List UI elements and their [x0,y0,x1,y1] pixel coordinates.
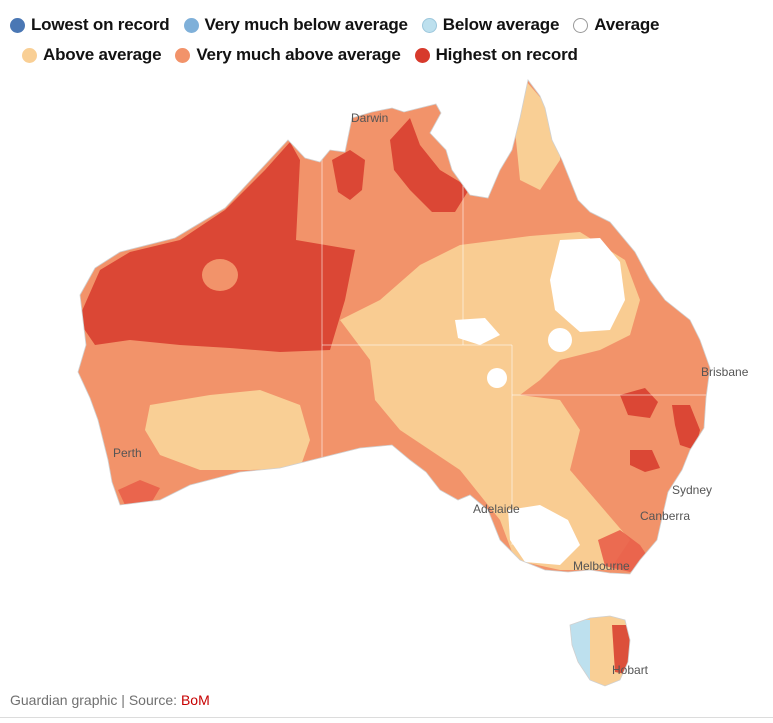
legend-swatch-average [573,17,589,33]
city-label-hobart: Hobart [612,663,649,677]
legend-swatch-lowest [10,17,25,33]
region-highest-kimberley-pilbara [78,142,355,352]
map-legend: Lowest on record Very much below average… [10,10,770,70]
region-highest-top-end [332,150,365,200]
region-highest-southwest-coast [118,480,160,505]
city-label-darwin: Darwin [351,111,388,125]
legend-label: Lowest on record [31,15,170,34]
legend-row-2: Above average Very much above average Hi… [10,40,770,70]
city-label-sydney: Sydney [672,483,712,497]
city-label-melbourne: Melbourne [573,559,630,573]
state-borders [321,120,706,545]
tasmania-coastline [569,615,631,687]
legend-swatch-below [421,17,437,33]
legend-swatch-highest [414,47,430,63]
tasmania-anomaly-layer [570,616,630,686]
region-average-south-east [508,505,580,565]
region-highest-east-tasmania [612,625,630,675]
legend-label: Above average [43,45,162,64]
mainland-coastline [77,79,711,575]
source-link-bom[interactable]: BoM [180,692,210,708]
region-highest-coast [672,405,700,450]
region-average-queensland [550,238,625,332]
footer-divider [0,717,773,718]
legend-row-1: Lowest on record Very much below average… [10,10,770,40]
legend-swatch-very-much-below [183,17,199,33]
city-label-perth: Perth [113,446,142,460]
region-highest-gulf [390,118,470,212]
legend-label: Average [594,15,660,34]
legend-swatch-very-much-above [175,47,191,63]
legend-item-highest-on-record: Highest on record [414,45,578,65]
legend-label: Below average [442,15,560,34]
region-average-lake-patch [487,368,507,388]
region-below-average-west-tasmania [570,620,590,680]
legend-item-very-much-above-average: Very much above average [175,45,401,65]
legend-label: Very much below average [204,15,408,34]
region-above-average-southwest [145,390,310,470]
city-label-adelaide: Adelaide [473,502,520,516]
region-average-central-patch [455,318,500,345]
australia-temperature-map: Darwin Brisbane Perth Sydney Adelaide Ca… [0,70,773,690]
region-very-much-above-inland-patch [202,259,238,291]
credit-text: Guardian graphic | Source: [10,692,181,708]
legend-swatch-above [22,47,37,63]
legend-label: Highest on record [435,45,578,64]
legend-item-lowest-on-record: Lowest on record [10,15,170,35]
city-label-canberra: Canberra [640,509,690,523]
legend-label: Very much above average [196,45,401,64]
city-label-brisbane: Brisbane [701,365,749,379]
legend-item-very-much-below-average: Very much below average [183,15,408,35]
mainland-anomaly-layer [78,80,710,574]
region-average-west-qld-patch [548,328,572,352]
legend-item-average: Average [573,15,660,35]
map-svg: Darwin Brisbane Perth Sydney Adelaide Ca… [77,79,749,687]
region-highest-victoria [598,530,650,572]
legend-item-above-average: Above average [22,45,162,65]
source-credit: Guardian graphic | Source: BoM [10,692,210,708]
legend-item-below-average: Below average [421,15,560,35]
region-highest-nsw-inland [630,450,660,472]
